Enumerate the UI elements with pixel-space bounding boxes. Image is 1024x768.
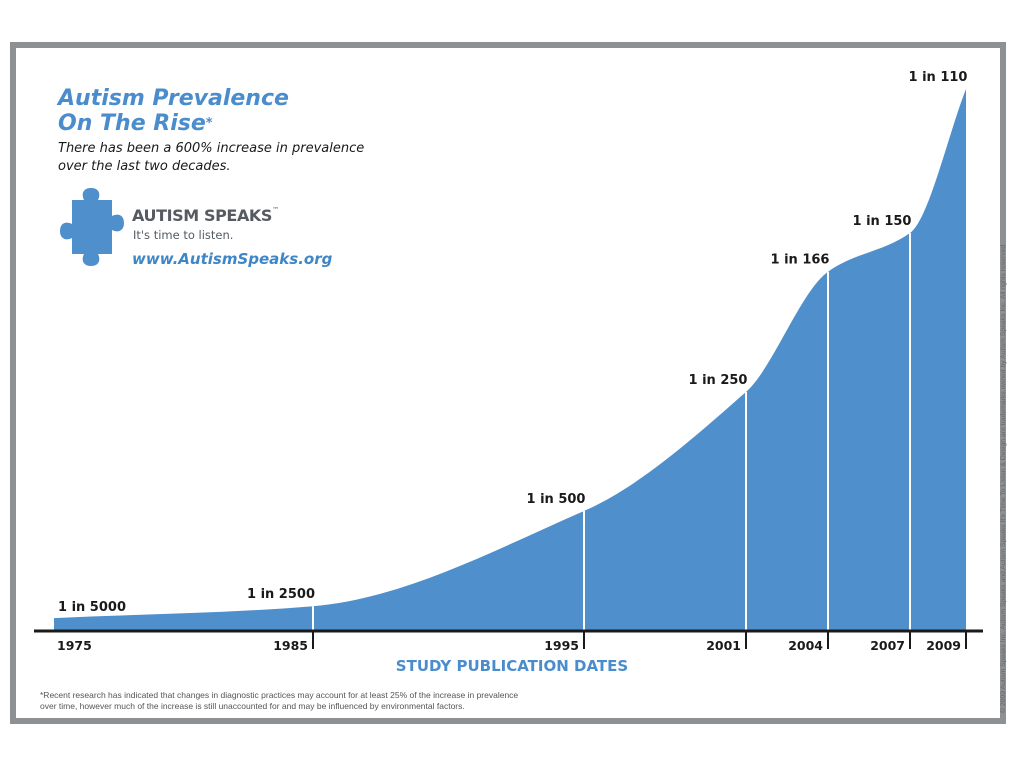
autism-speaks-logo: AUTISM SPEAKS™ It's time to listen. www.… (58, 188, 358, 272)
chart-subtitle: There has been a 600% increase in preval… (58, 141, 365, 174)
footnote-line-2: over time, however much of the increase … (40, 701, 465, 711)
chart-title-line-1: Autism Prevalence (58, 86, 289, 111)
chart-title-line-2-text: On The Rise (58, 111, 206, 136)
data-label: 1 in 150 (853, 214, 912, 229)
footnote-line-1: *Recent research has indicated that chan… (40, 690, 519, 700)
logo-trademark: ™ (272, 206, 279, 214)
x-tick-label: 1975 (57, 638, 92, 653)
x-tick-label: 1985 (273, 638, 308, 653)
data-label: 1 in 2500 (247, 587, 315, 602)
website-link[interactable]: www.AutismSpeaks.org (132, 250, 333, 268)
puzzle-piece-icon (60, 188, 124, 266)
logo-name: AUTISM SPEAKS™ (132, 206, 279, 225)
x-tick-label: 1995 (544, 638, 579, 653)
chart-title-line-2: On The Rise* (58, 111, 378, 136)
data-label: 1 in 166 (771, 253, 830, 268)
title-block: Autism Prevalence On The Rise* There has… (58, 86, 378, 176)
data-label: 1 in 500 (527, 492, 586, 507)
logo-tagline: It's time to listen. (133, 228, 234, 242)
x-tick-label: 2001 (706, 638, 741, 653)
data-label: 1 in 5000 (58, 600, 126, 615)
title-asterisk: * (205, 116, 213, 131)
data-label: 1 in 250 (689, 373, 748, 388)
x-axis-title: STUDY PUBLICATION DATES (396, 657, 628, 675)
prevalence-area (54, 89, 966, 630)
copyright-notice: © 2009 Autism Speaks Inc. Autism Speaks … (1000, 244, 1007, 713)
copyright-notice-wrap: © 2009 Autism Speaks Inc. Autism Speaks … (1000, 183, 1012, 713)
x-tick-label: 2007 (870, 638, 905, 653)
x-tick-label: 2009 (926, 638, 961, 653)
data-label: 1 in 110 (909, 70, 968, 85)
x-tick-label: 2004 (788, 638, 823, 653)
logo-name-text: AUTISM SPEAKS (132, 206, 273, 225)
footnote: *Recent research has indicated that chan… (40, 690, 518, 712)
